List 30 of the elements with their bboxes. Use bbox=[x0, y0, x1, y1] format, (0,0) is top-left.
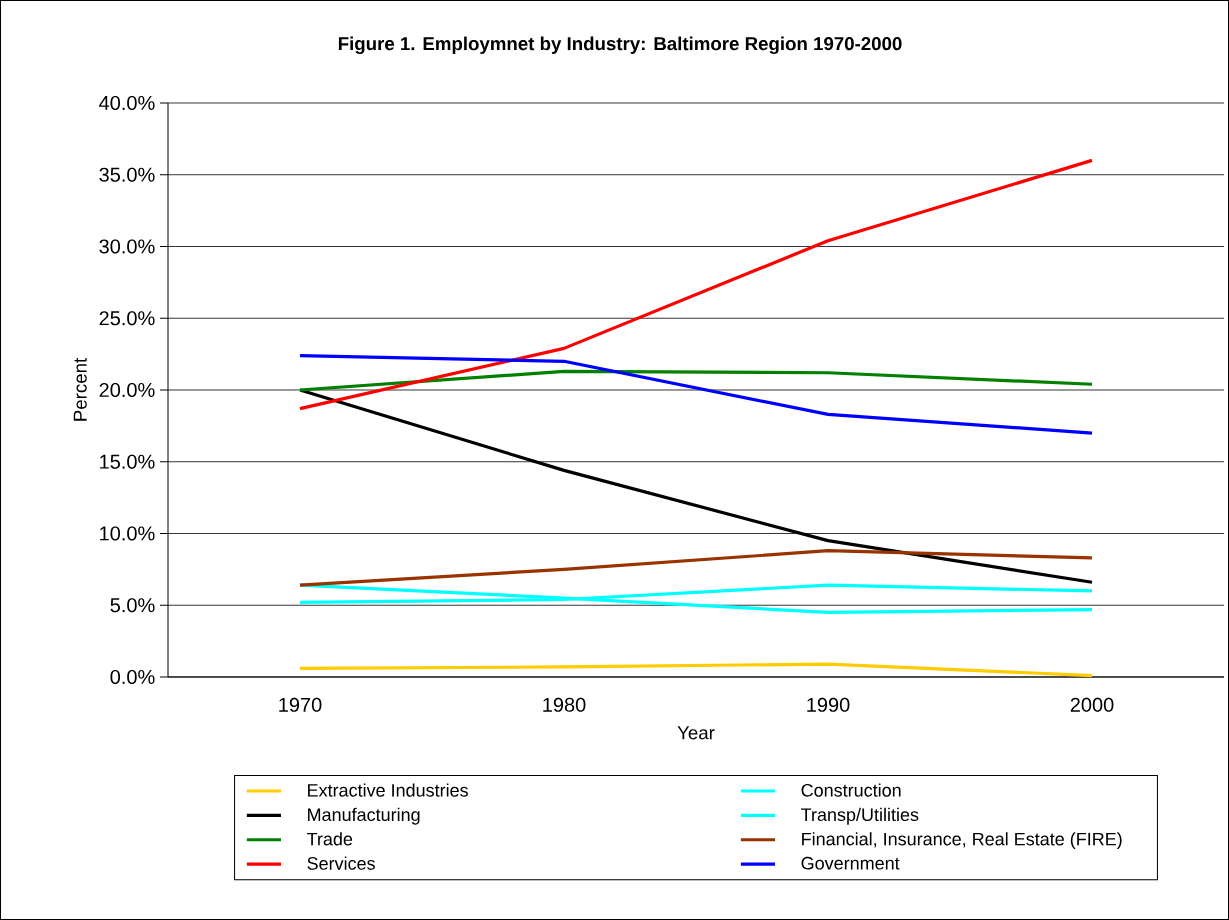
y-tick-label: 0.0% bbox=[110, 669, 155, 685]
line-series bbox=[298, 662, 1094, 678]
y-tick-label: 30.0% bbox=[99, 239, 155, 254]
y-tick-label: 15.0% bbox=[100, 454, 155, 469]
legend-label: Services bbox=[307, 856, 375, 870]
line-series bbox=[298, 388, 1094, 584]
x-tick-label: 1990 bbox=[807, 697, 850, 712]
x-tick-label: 1970 bbox=[279, 697, 322, 712]
x-tick-label: 1980 bbox=[543, 697, 586, 712]
chart-title: Figure 1. Employmnet by Industry: Baltimore Region 1970-2000 bbox=[338, 36, 902, 55]
legend-label: Transp/Utilities bbox=[801, 807, 919, 825]
line-series bbox=[298, 549, 1094, 587]
line-series bbox=[298, 158, 1094, 411]
y-tick-label: 35.0% bbox=[99, 167, 155, 182]
legend-label: Trade bbox=[306, 832, 353, 846]
line-series bbox=[298, 353, 1094, 435]
x-axis-title: Year bbox=[677, 726, 715, 740]
line-series bbox=[298, 369, 1094, 392]
legend-label: Construction bbox=[801, 783, 901, 797]
legend-label: Government bbox=[801, 856, 900, 870]
y-tick-label: 5.0% bbox=[110, 598, 155, 613]
y-tick-label: 40.0% bbox=[99, 95, 155, 111]
legend-label: Financial, Insurance, Real Estate (FIRE) bbox=[802, 832, 1122, 849]
legend-label: Extractive Industries bbox=[308, 783, 468, 797]
y-tick-label: 25.0% bbox=[99, 311, 155, 326]
y-tick-label: 20.0% bbox=[99, 382, 155, 398]
legend-label: Manufacturing bbox=[308, 807, 420, 825]
y-tick-label: 10.0% bbox=[100, 526, 155, 541]
x-tick-label: 2000 bbox=[1070, 697, 1114, 712]
y-axis-title: Percent bbox=[73, 357, 87, 421]
